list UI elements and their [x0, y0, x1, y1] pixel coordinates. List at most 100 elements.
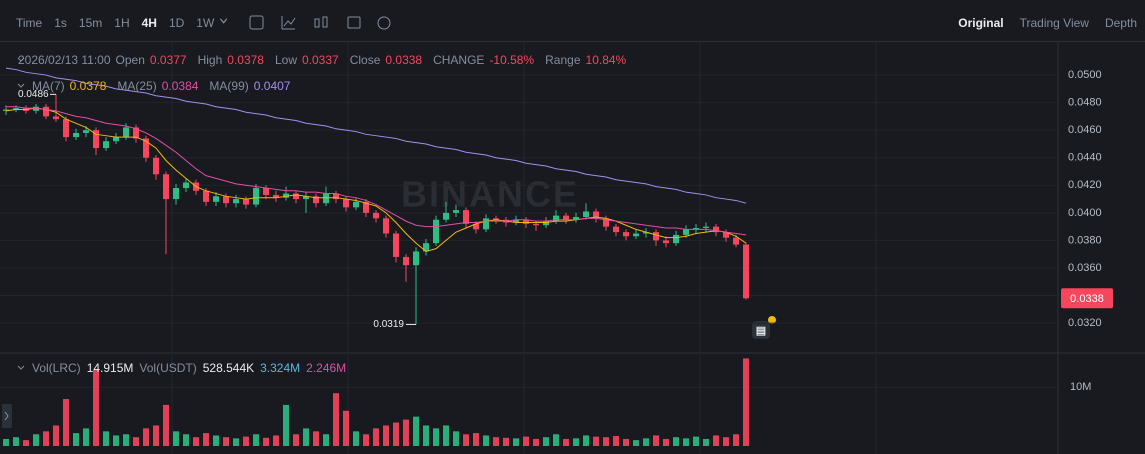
collapse-button[interactable]: [2, 404, 12, 428]
interval-tab[interactable]: 1H: [114, 16, 130, 30]
svg-text:▤: ▤: [756, 325, 766, 337]
chevron[interactable]: [17, 365, 25, 370]
y-tick-label: 0.0360: [1068, 262, 1102, 274]
volume-bar: [633, 440, 639, 446]
volume-bar: [193, 437, 199, 446]
candle-body: [593, 211, 599, 219]
candle-body: [463, 210, 469, 224]
candle-body: [273, 194, 279, 198]
interval-tab[interactable]: 4H: [141, 16, 157, 30]
settings-icon[interactable]: [347, 16, 361, 29]
interval-tab[interactable]: 1s: [54, 16, 67, 30]
hex-icon[interactable]: [377, 16, 391, 30]
candle-body: [643, 232, 649, 234]
interval-tab[interactable]: 15m: [78, 16, 103, 30]
candle-body: [483, 218, 489, 230]
legend-label: Vol(LRC): [32, 361, 81, 375]
candle-body: [183, 182, 189, 189]
volume-bar: [63, 399, 69, 446]
candle-body: [563, 215, 569, 220]
interval-tab[interactable]: Time: [16, 16, 43, 30]
volume-bar: [273, 435, 279, 446]
volume-bar: [613, 436, 619, 446]
volume-bar: [343, 410, 349, 446]
legend-label: MA(99): [209, 79, 249, 93]
candle-body: [113, 137, 119, 142]
view-tab[interactable]: Original: [958, 16, 1004, 30]
ma-line: [5, 67, 747, 204]
candle-body: [283, 193, 289, 198]
candle-icon[interactable]: [314, 18, 320, 28]
view-tab[interactable]: Depth: [1104, 16, 1137, 30]
chevron[interactable]: [17, 57, 25, 62]
volume-bar: [3, 438, 9, 446]
volume-bar: [223, 437, 229, 446]
last-price-label: 0.0338: [1070, 293, 1104, 305]
chevron[interactable]: [17, 83, 25, 88]
candle-body: [153, 157, 159, 175]
candle-body: [383, 218, 389, 234]
volume-bar: [403, 419, 409, 446]
candle-body: [133, 127, 139, 139]
volume-bar: [323, 434, 329, 446]
volume-bar: [703, 438, 709, 446]
y-tick-label: 0.0380: [1068, 234, 1102, 246]
view-tabs: Original Trading View Depth: [958, 16, 1137, 30]
interval-tab[interactable]: 1W: [196, 16, 215, 30]
candle-body: [473, 223, 479, 230]
dropdown-icon[interactable]: [219, 18, 228, 24]
datetime: 2026/02/13 11:00: [18, 53, 111, 67]
volume-bar: [673, 437, 679, 446]
event-icon[interactable]: [752, 321, 770, 339]
interval-tab[interactable]: 1D: [168, 16, 185, 30]
volume-bar: [433, 428, 439, 446]
candle-body: [203, 190, 209, 202]
candle-body: [403, 256, 409, 266]
header-value: -10.58%: [489, 53, 535, 67]
legend-value: 14.915M: [86, 361, 134, 375]
candle-body: [123, 127, 129, 138]
candle-body: [613, 226, 619, 233]
volume-bar: [483, 435, 489, 446]
legend-value: 0.0378: [69, 79, 107, 93]
volume-bar: [313, 431, 319, 446]
candle-body: [703, 226, 709, 228]
volume-bar: [73, 433, 79, 446]
volume-bar: [443, 425, 449, 446]
volume-bar: [543, 437, 549, 446]
candle-body: [523, 219, 529, 224]
volume-bar: [263, 437, 269, 446]
ma-legend: MA(7) 0.0378 MA(25) 0.0384 MA(99) 0.0407: [32, 79, 296, 93]
volume-bar: [503, 437, 509, 446]
candle-body: [653, 232, 659, 241]
candle-body: [683, 229, 689, 235]
view-tab[interactable]: Trading View: [1019, 16, 1089, 30]
candle-body: [303, 196, 309, 200]
candle-body: [243, 199, 249, 205]
candle-body: [233, 199, 239, 204]
volume-bar: [213, 435, 219, 446]
volume-bar: [133, 437, 139, 446]
candle-body: [373, 212, 379, 219]
candle-body: [433, 219, 439, 244]
volume-bar: [683, 438, 689, 446]
volume-bar: [583, 435, 589, 446]
calendar-icon[interactable]: [249, 15, 264, 30]
candle-body: [443, 212, 449, 220]
candle-body: [343, 199, 349, 208]
header-label: Open: [115, 53, 145, 67]
volume-bar: [453, 431, 459, 446]
volume-bar: [183, 434, 189, 446]
candle-body: [393, 233, 399, 257]
candle-body: [353, 201, 359, 208]
legend-label: MA(7): [32, 79, 65, 93]
volume-bar: [553, 434, 559, 446]
candle-body: [3, 109, 9, 111]
candle-body: [323, 193, 329, 204]
y-tick-label: 0.0480: [1068, 97, 1102, 109]
indicator-icon[interactable]: [283, 17, 296, 27]
low-label: 0.0319: [373, 319, 404, 330]
candle-body: [623, 232, 629, 237]
header-value: 0.0377: [149, 53, 187, 67]
